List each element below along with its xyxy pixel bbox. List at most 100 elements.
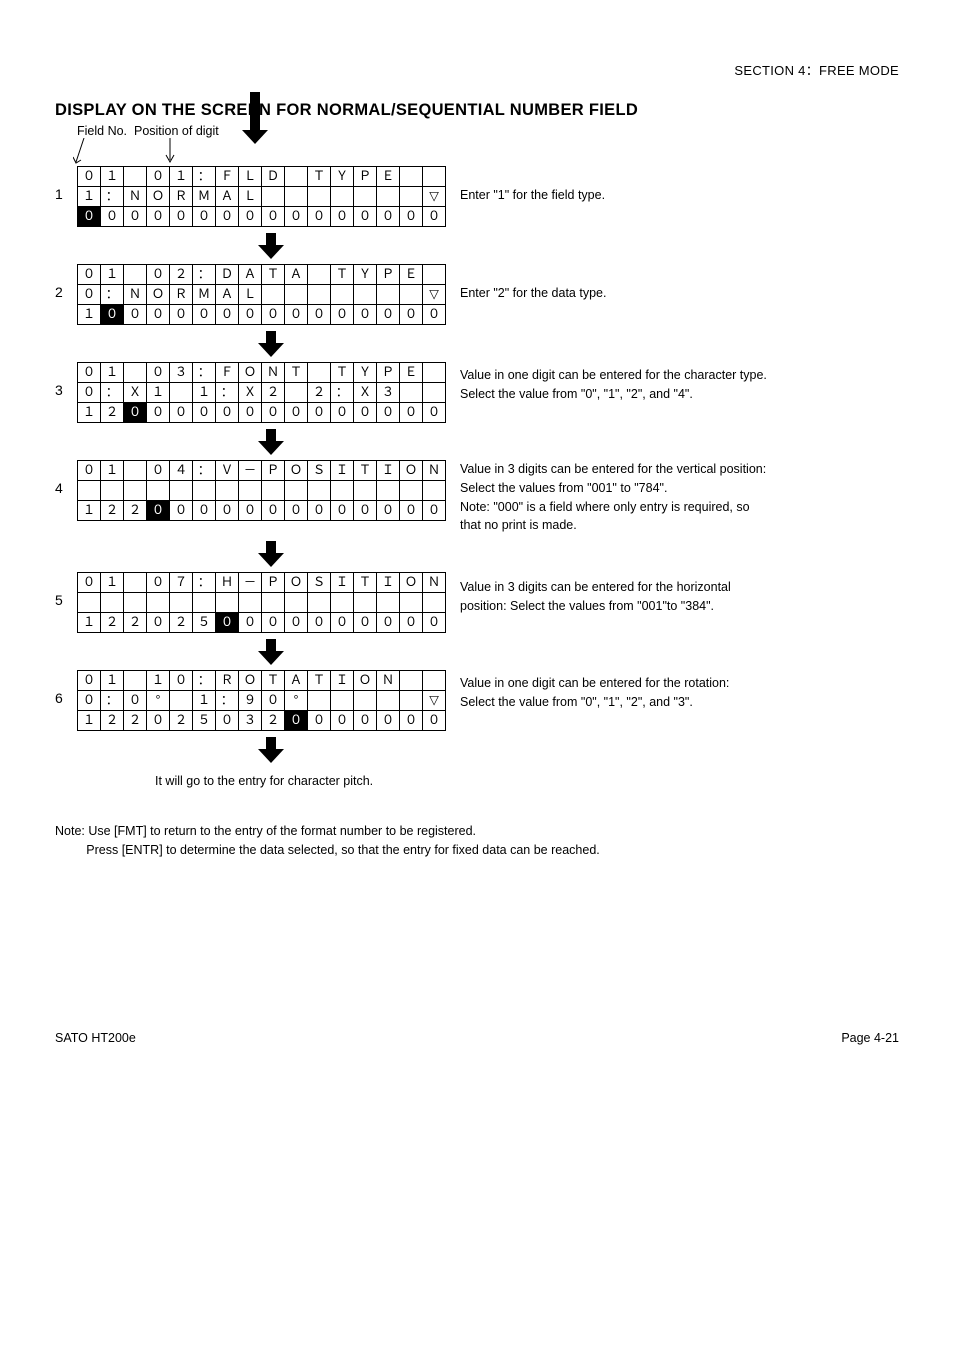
lcd-cell — [423, 593, 446, 613]
lcd-cell — [400, 481, 423, 501]
lcd-cell: Ｅ — [377, 167, 400, 187]
lcd-cell: Ｏ — [147, 187, 170, 207]
lcd-cell: ０ — [285, 207, 308, 227]
lcd-grid: ０１０４：Ｖ－ＰＯＳＩＴＩＯＮ１２２０００００００００００００ — [77, 460, 446, 521]
lcd-cell: Ｐ — [262, 461, 285, 481]
page-footer: SATO HT200e Page 4-21 — [55, 1031, 899, 1045]
lcd-cell: １ — [78, 501, 101, 521]
lcd-cell: Ｖ — [216, 461, 239, 481]
footer-left: SATO HT200e — [55, 1031, 136, 1045]
lcd-cell: Ｔ — [262, 671, 285, 691]
lcd-cell: ５ — [193, 613, 216, 633]
lcd-cell: Ｔ — [331, 363, 354, 383]
lcd-cell — [308, 593, 331, 613]
lcd-cell: ０ — [423, 207, 446, 227]
lcd-cell: Ｐ — [377, 363, 400, 383]
lcd-cell: ０ — [331, 613, 354, 633]
lcd-cell: ０ — [377, 711, 400, 731]
lcd-cell: １ — [78, 187, 101, 207]
lcd-cell: ０ — [308, 403, 331, 423]
lcd-cell: Ｔ — [262, 265, 285, 285]
lcd-cell — [400, 167, 423, 187]
description-line: Select the values from "001" to "784". — [460, 479, 899, 498]
lcd-cell: Ｄ — [216, 265, 239, 285]
lcd-cell: ０ — [400, 305, 423, 325]
lcd-cell — [124, 167, 147, 187]
lcd-cell: ０ — [285, 613, 308, 633]
lcd-cell: Ａ — [216, 187, 239, 207]
lcd-cell: ０ — [147, 501, 170, 521]
lcd-cell: ０ — [78, 573, 101, 593]
lcd-cell: ０ — [308, 501, 331, 521]
lcd-cell: Ｏ — [400, 461, 423, 481]
lcd-cell — [331, 481, 354, 501]
lcd-cell: ２ — [124, 613, 147, 633]
lcd-cell: ５ — [193, 711, 216, 731]
lcd-cell: ０ — [331, 207, 354, 227]
block-description: Enter "1" for the field type. — [446, 166, 899, 205]
lcd-cell: ２ — [262, 383, 285, 403]
lcd-cell: ０ — [285, 305, 308, 325]
description-line: that no print is made. — [460, 516, 899, 535]
lcd-grid: ０１０１：ＦＬＤＴＹＰＥ１：ＮＯＲＭＡＬ▽００００００００００００００００ — [77, 166, 446, 227]
lcd-cell — [400, 383, 423, 403]
lcd-cell: ： — [193, 573, 216, 593]
lcd-cell: Ｐ — [262, 573, 285, 593]
lcd-cell: Ｏ — [285, 461, 308, 481]
lcd-cell: ３ — [239, 711, 262, 731]
display-block: 4０１０４：Ｖ－ＰＯＳＩＴＩＯＮ１２２０００００００００００００Value in… — [55, 460, 899, 535]
lcd-cell — [354, 285, 377, 305]
section-header: SECTION 4：FREE MODE — [55, 60, 899, 79]
lcd-cell: ０ — [216, 207, 239, 227]
lcd-cell — [285, 593, 308, 613]
lcd-cell: ０ — [262, 207, 285, 227]
lcd-cell: ２ — [101, 613, 124, 633]
lcd-cell: ０ — [308, 207, 331, 227]
display-block: 6０１１０：ＲＯＴＡＴＩＯＮ０：０°１：９０°▽１２２０２５０３２０００００００… — [55, 670, 899, 731]
lcd-cell: ０ — [216, 305, 239, 325]
display-block: 5０１０７：Ｈ－ＰＯＳＩＴＩＯＮ１２２０２５００００００００００Value in… — [55, 572, 899, 633]
display-block: 1０１０１：ＦＬＤＴＹＰＥ１：ＮＯＲＭＡＬ▽００００００００００００００００En… — [55, 166, 899, 227]
blocks-container: 1０１０１：ＦＬＤＴＹＰＥ１：ＮＯＲＭＡＬ▽００００００００００００００００En… — [55, 166, 899, 766]
lcd-cell: Ｐ — [377, 265, 400, 285]
lcd-cell: ０ — [124, 403, 147, 423]
lcd-cell — [308, 691, 331, 711]
lcd-cell: Ｙ — [354, 265, 377, 285]
lcd-cell: ０ — [78, 691, 101, 711]
lcd-grid: ０１０７：Ｈ－ＰＯＳＩＴＩＯＮ１２２０２５００００００００００ — [77, 572, 446, 633]
lcd-cell: ９ — [239, 691, 262, 711]
lcd-cell: Ｔ — [308, 167, 331, 187]
lcd-cell: ０ — [377, 305, 400, 325]
lcd-cell — [354, 593, 377, 613]
lcd-cell: Ｎ — [423, 461, 446, 481]
lcd-cell: Ｉ — [331, 671, 354, 691]
lcd-cell: Ｌ — [239, 187, 262, 207]
position-digit-label: Position of digit — [134, 124, 219, 138]
block-description: Value in 3 digits can be entered for the… — [446, 460, 899, 535]
lcd-cell: ０ — [147, 265, 170, 285]
block-description: Enter "2" for the data type. — [446, 264, 899, 303]
lcd-cell — [423, 265, 446, 285]
lcd-cell — [354, 481, 377, 501]
lcd-cell: ０ — [170, 305, 193, 325]
lcd-cell: Ｍ — [193, 285, 216, 305]
lcd-cell: ： — [193, 265, 216, 285]
lcd-cell: ０ — [147, 613, 170, 633]
lcd-cell — [239, 481, 262, 501]
lcd-cell: ： — [216, 383, 239, 403]
lcd-cell: Ｆ — [216, 363, 239, 383]
footer-right: Page 4-21 — [841, 1031, 899, 1045]
down-arrow-icon — [256, 737, 286, 763]
flow-arrow — [77, 233, 465, 262]
lcd-cell: １ — [78, 305, 101, 325]
lcd-cell — [423, 363, 446, 383]
lcd-cell: ０ — [239, 207, 262, 227]
block-description: Value in 3 digits can be entered for the… — [446, 572, 899, 616]
lcd-cell — [285, 383, 308, 403]
lcd-cell: Ｙ — [354, 363, 377, 383]
lcd-cell: ２ — [262, 711, 285, 731]
description-line: Note: "000" is a field where only entry … — [460, 498, 899, 517]
block-number: 2 — [55, 264, 77, 300]
lcd-cell: ０ — [78, 383, 101, 403]
lcd-cell: ： — [193, 461, 216, 481]
